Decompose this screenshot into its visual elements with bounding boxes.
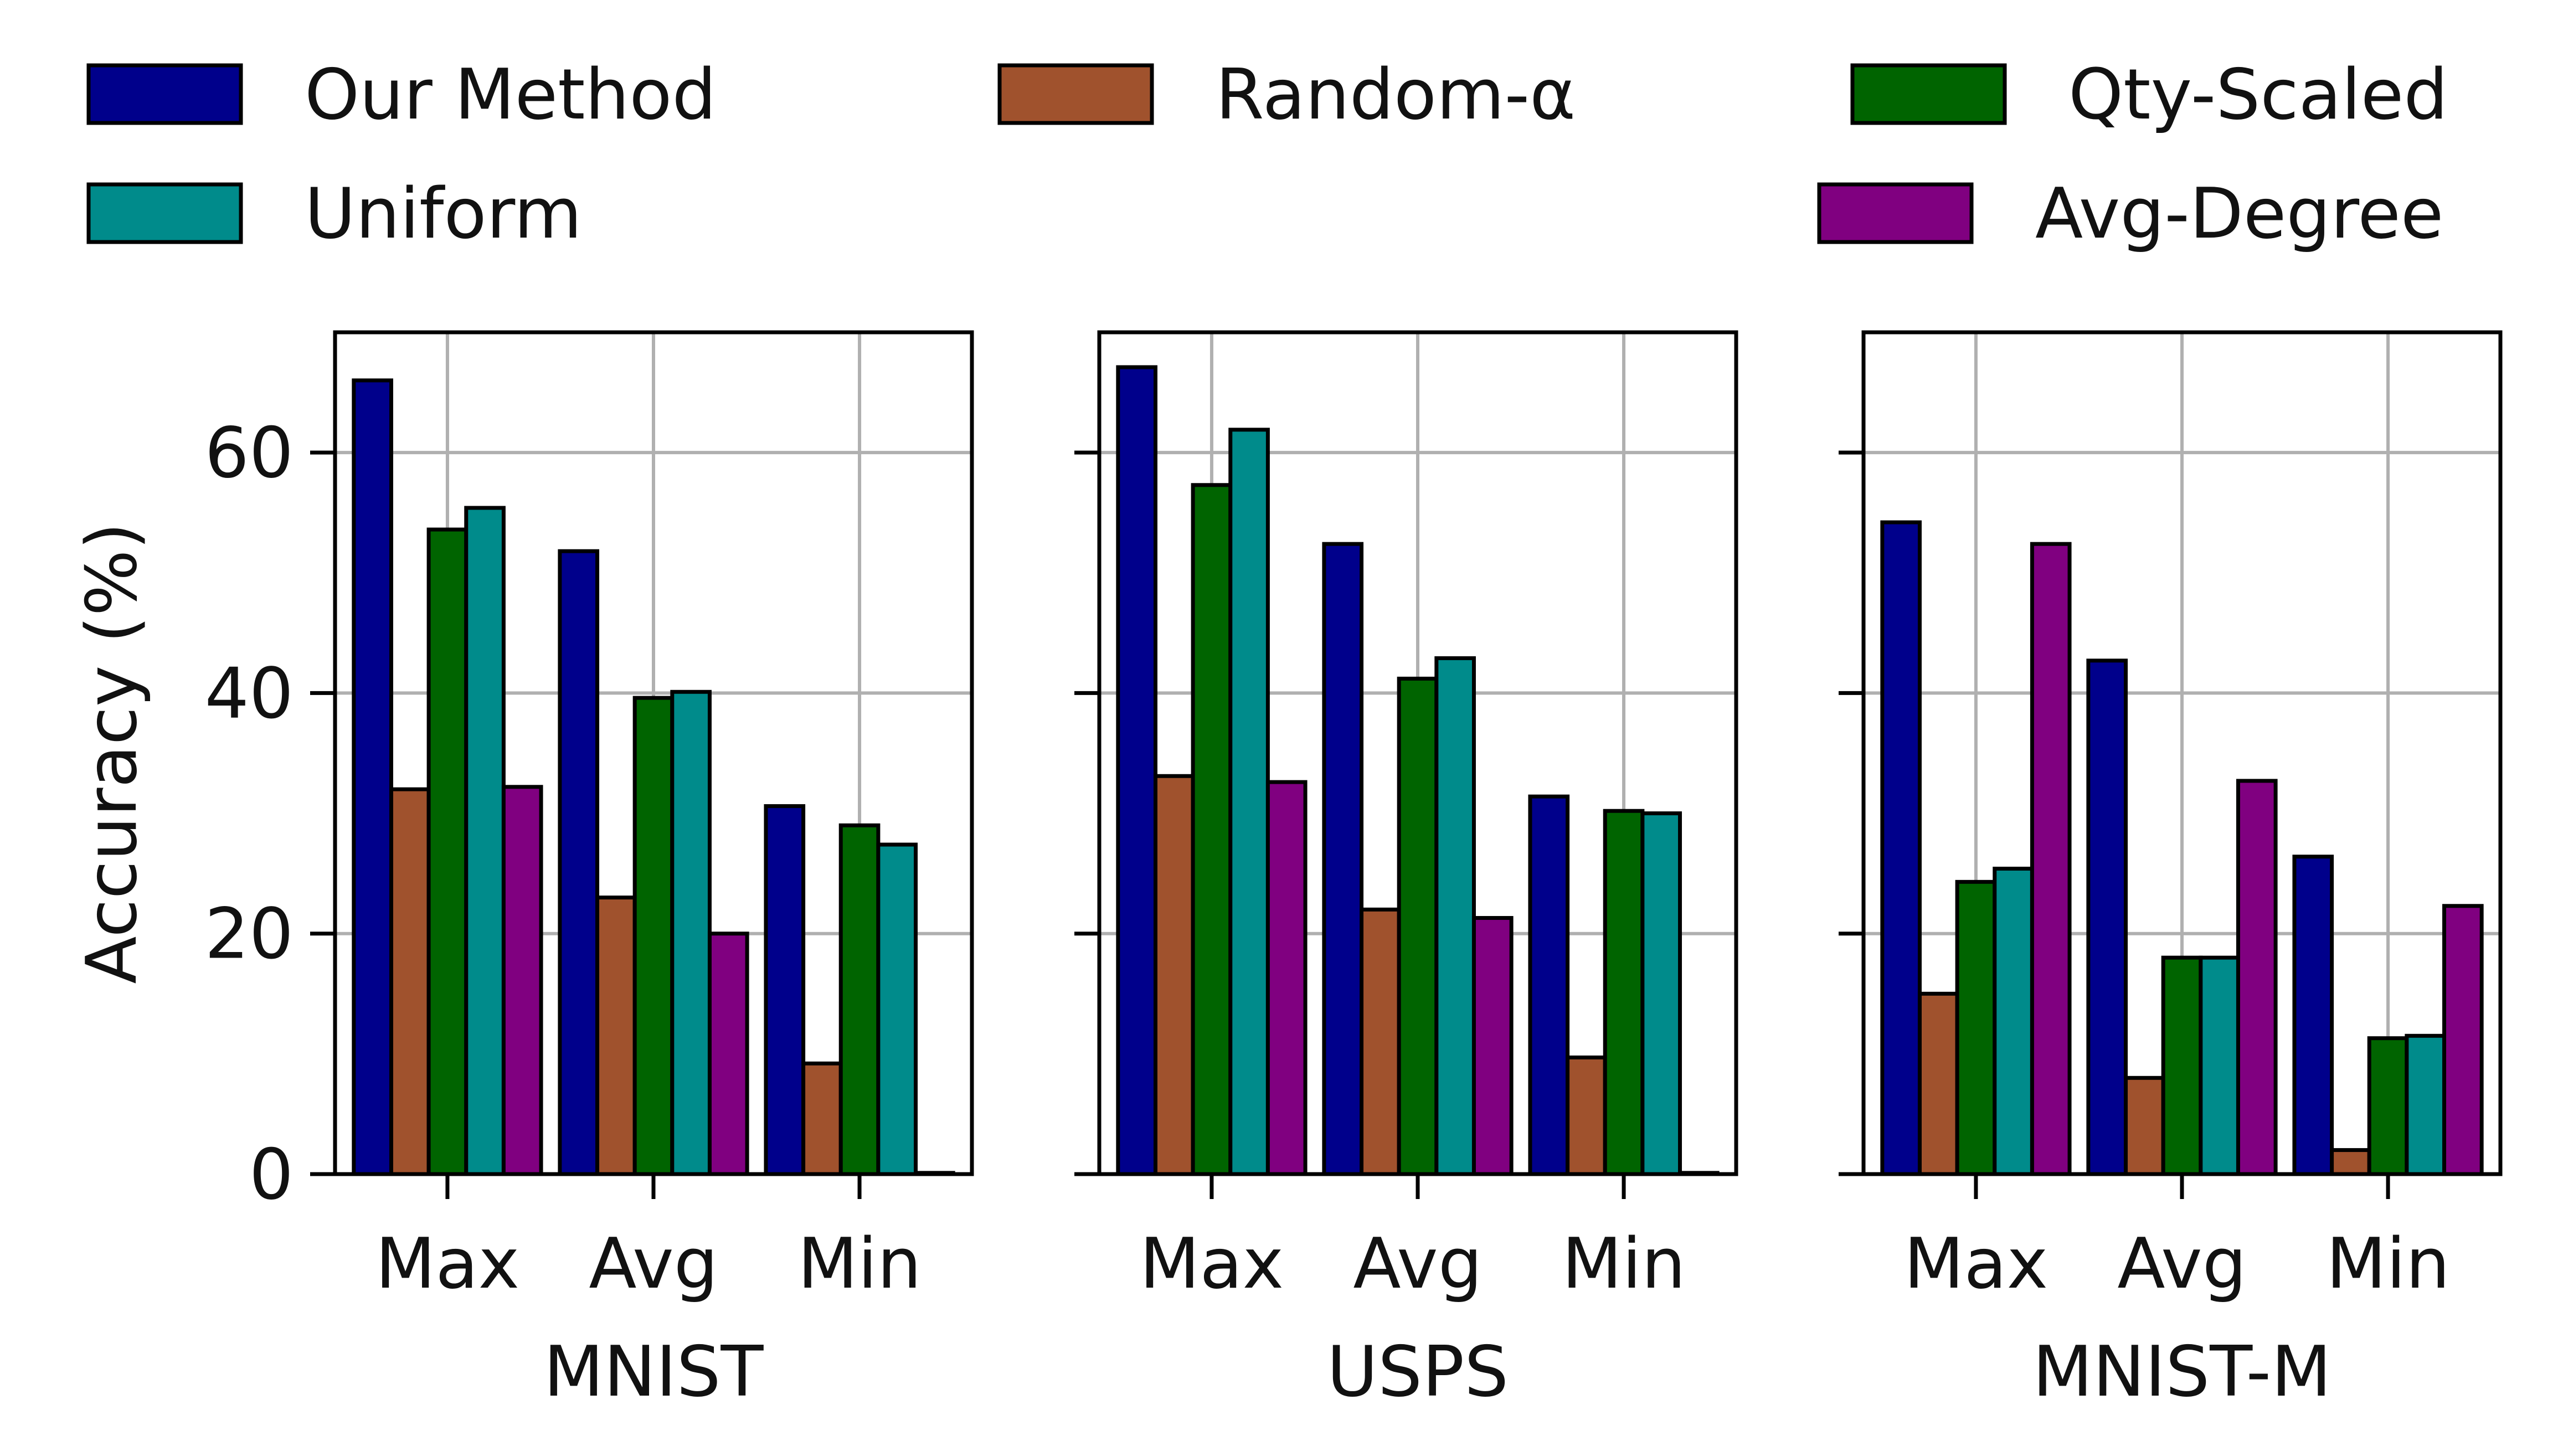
bar xyxy=(426,527,469,1176)
bar xyxy=(801,1061,843,1176)
bar xyxy=(2292,855,2334,1176)
x-axis-label: MNIST-M xyxy=(2032,1331,2331,1412)
bar xyxy=(632,696,675,1176)
bar xyxy=(1880,520,1922,1176)
bar xyxy=(2330,1148,2371,1176)
legend-label: Qty-Scaled xyxy=(2068,54,2448,135)
bar xyxy=(2161,955,2203,1176)
bar xyxy=(389,787,431,1176)
y-tick-label: 40 xyxy=(205,652,294,734)
bar xyxy=(2367,1036,2409,1176)
bar xyxy=(2405,1033,2447,1176)
legend-label: Avg-Degree xyxy=(2035,173,2443,254)
bar xyxy=(2236,779,2278,1176)
x-tick-label: Avg xyxy=(2117,1223,2246,1304)
bar xyxy=(1640,811,1682,1176)
bar xyxy=(1917,991,1959,1176)
x-tick-label: Max xyxy=(1904,1223,2049,1304)
x-tick-label: Max xyxy=(1140,1223,1284,1304)
bar xyxy=(501,785,543,1176)
bar xyxy=(1228,428,1270,1176)
bar xyxy=(1265,780,1308,1176)
legend-swatch xyxy=(997,63,1154,125)
bar xyxy=(1434,656,1476,1176)
legend-swatch xyxy=(86,63,243,125)
bar xyxy=(2030,542,2072,1176)
x-tick-label: Min xyxy=(797,1223,922,1304)
bar xyxy=(2442,904,2484,1176)
bar xyxy=(464,506,506,1176)
x-tick-label: Avg xyxy=(1353,1223,1482,1304)
bar xyxy=(352,378,393,1176)
bar xyxy=(670,690,712,1176)
x-axis-label: MNIST xyxy=(543,1331,764,1412)
bar xyxy=(1993,866,2034,1176)
legend-label: Uniform xyxy=(305,173,582,254)
x-tick-label: Avg xyxy=(589,1223,718,1304)
x-axis-label: USPS xyxy=(1327,1331,1509,1412)
bar xyxy=(1566,1055,1607,1176)
bar xyxy=(2124,1076,2165,1176)
bar xyxy=(595,896,637,1176)
bar xyxy=(2086,658,2128,1176)
bar xyxy=(876,842,918,1176)
y-tick-label: 60 xyxy=(205,412,294,493)
legend-swatch xyxy=(1817,182,1974,244)
legend-label: Random-α xyxy=(1216,54,1576,135)
bar xyxy=(1153,774,1195,1176)
bar xyxy=(1528,794,1570,1176)
x-tick-label: Max xyxy=(375,1223,520,1304)
bar xyxy=(1603,809,1645,1176)
bar xyxy=(838,823,881,1176)
legend-label: Our Method xyxy=(305,54,716,135)
bar xyxy=(1191,483,1233,1176)
x-tick-label: Min xyxy=(1562,1223,1686,1304)
bar xyxy=(1116,365,1157,1176)
x-tick-label: Min xyxy=(2326,1223,2450,1304)
bar xyxy=(2199,955,2240,1176)
y-tick-label: 20 xyxy=(205,893,294,975)
bar xyxy=(558,549,600,1176)
bar xyxy=(1360,907,1401,1176)
bar xyxy=(1955,879,1997,1176)
bar xyxy=(1322,542,1364,1176)
legend-swatch xyxy=(1850,63,2007,125)
legend-swatch xyxy=(86,182,243,244)
bar xyxy=(1397,676,1439,1176)
bar xyxy=(1471,915,1514,1176)
y-tick-label: 0 xyxy=(249,1134,294,1215)
bar xyxy=(764,804,806,1176)
y-axis-label: Accuracy (%) xyxy=(71,522,152,984)
bar xyxy=(707,932,749,1176)
